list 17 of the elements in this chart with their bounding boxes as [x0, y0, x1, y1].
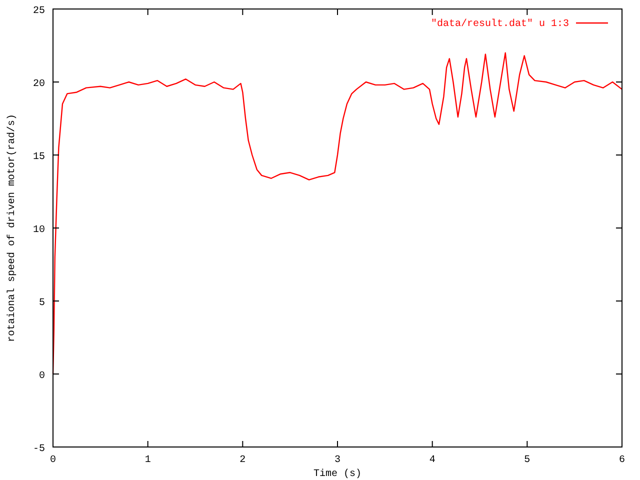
y-axis-title: rotaional speed of driven motor(rad/s) — [6, 114, 18, 342]
x-tick-label: 1 — [144, 455, 151, 466]
y-tick-label: 5 — [38, 298, 45, 309]
y-tick-label: 25 — [32, 6, 45, 17]
y-tick-label: 15 — [32, 152, 45, 163]
x-tick-label: 4 — [429, 455, 436, 466]
x-tick-label: 5 — [524, 455, 530, 466]
y-tick-label: 0 — [38, 371, 45, 382]
x-tick-label: 6 — [618, 455, 626, 466]
x-axis-title: Time (s) — [313, 468, 362, 480]
y-tick-label: -5 — [32, 444, 45, 455]
legend-label: "data/result.dat" u 1:3 — [430, 18, 569, 30]
x-tick-label: 3 — [334, 455, 341, 466]
y-tick-label: 20 — [32, 79, 45, 90]
x-tick-label: 2 — [240, 455, 246, 466]
x-tick-label: 0 — [50, 455, 56, 466]
y-tick-label: 10 — [32, 225, 45, 236]
